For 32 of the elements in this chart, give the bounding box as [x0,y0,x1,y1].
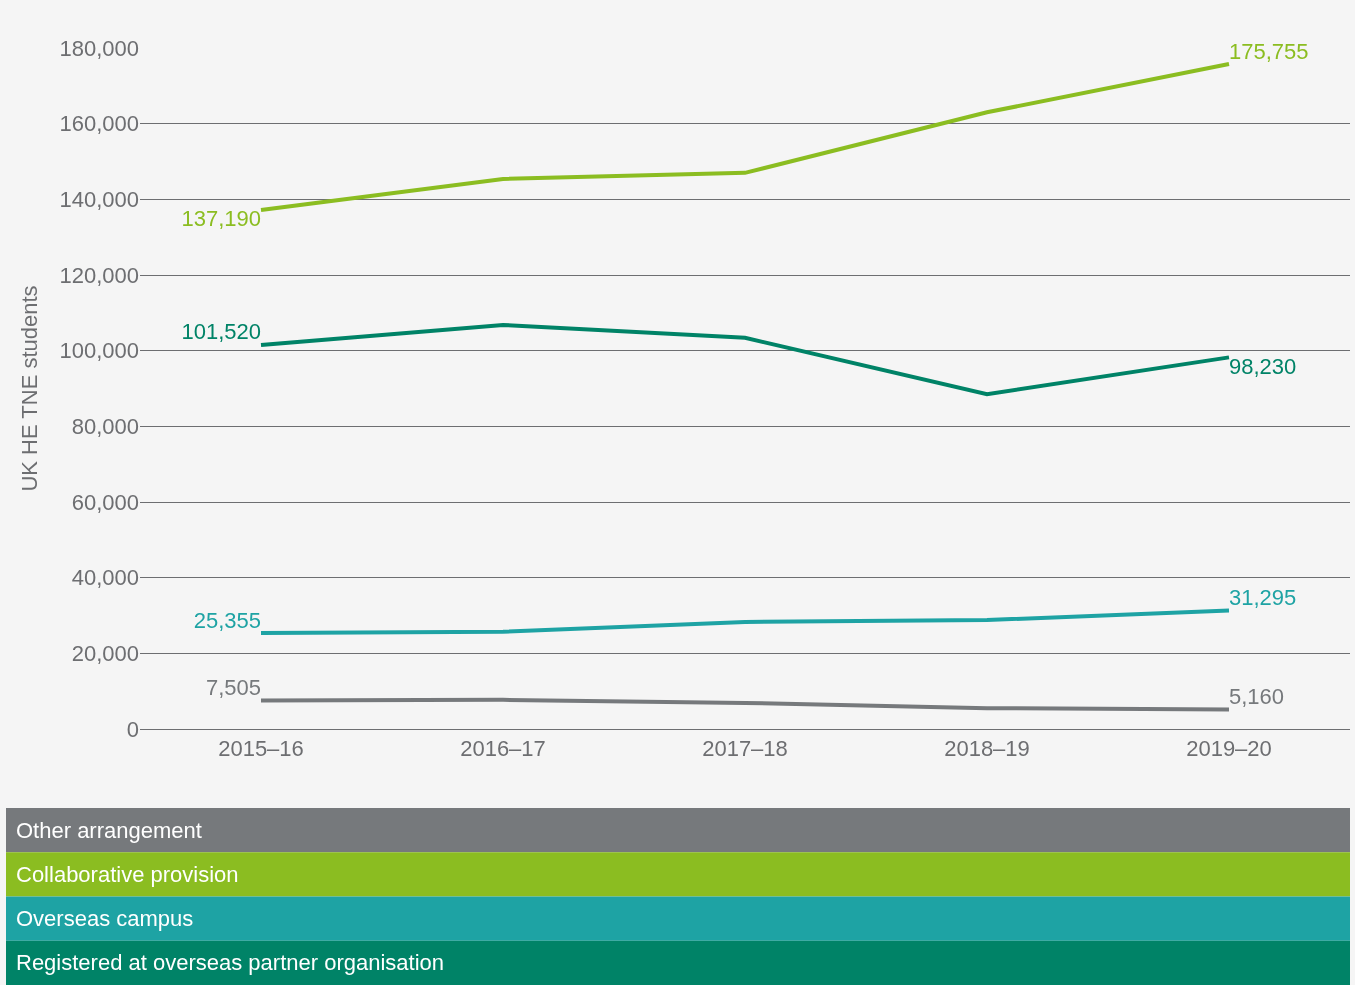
y-tick-label: 100,000 [59,338,139,364]
x-tick-label: 2017–18 [702,736,788,762]
y-tick-label: 160,000 [59,111,139,137]
y-tick-label: 80,000 [71,414,139,440]
line-series [259,697,1231,712]
text: Other arrangement [16,818,202,843]
text: Registered at overseas partner organisation [16,950,445,975]
data-label: 101,520 [181,319,261,345]
data-label: 25,355 [193,607,261,633]
y-tick-label: 60,000 [71,489,139,515]
x-tick-label: 2016–17 [460,736,546,762]
y-tick-label: 140,000 [59,187,139,213]
y-axis-title: UK HE TNE students [17,285,43,492]
data-label: 7,505 [205,675,261,701]
y-tick-label: 40,000 [71,565,139,591]
x-tick-label: 2018–19 [944,736,1030,762]
line-series [259,322,1231,397]
text: Overseas campus [16,906,194,931]
y-tick-label: 20,000 [71,641,139,667]
data-label: 5,160 [1229,683,1285,709]
data-label: 98,230 [1229,353,1297,379]
data-label: 137,190 [181,206,261,232]
y-tick-label: 120,000 [59,262,139,288]
line-series [259,608,1231,636]
data-label: 175,755 [1229,38,1309,64]
line-series [259,62,1231,212]
data-label: 31,295 [1229,585,1297,611]
y-tick-label: 180,000 [59,35,139,61]
y-tick-label: 0 [126,716,139,742]
x-tick-label: 2019–20 [1186,736,1272,762]
x-tick-label: 2015–16 [218,736,304,762]
text: Collaborative provision [16,862,239,887]
